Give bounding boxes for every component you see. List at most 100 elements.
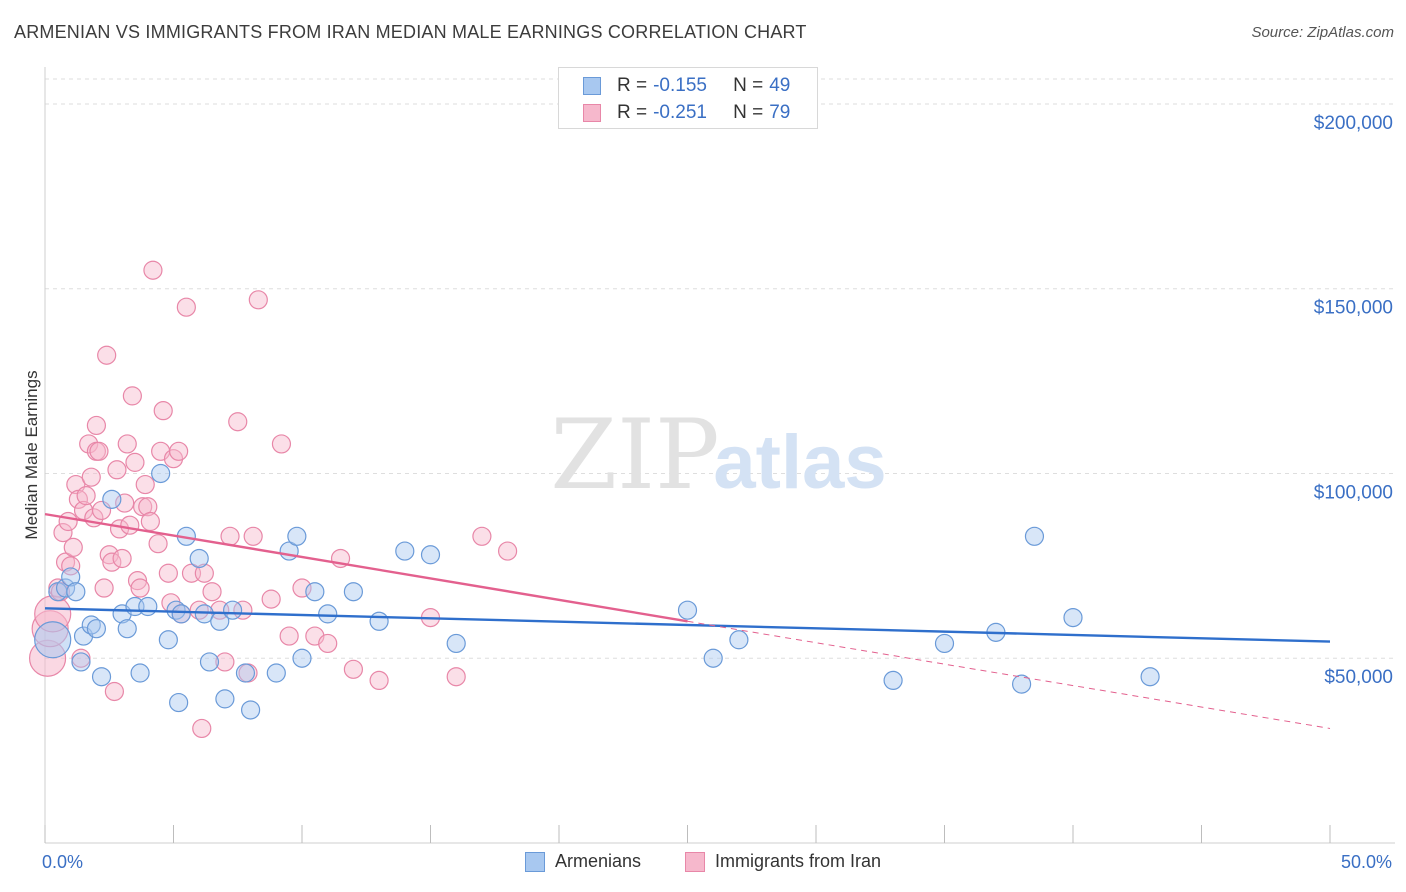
data-point-iran — [261, 589, 281, 609]
trendlines — [44, 512, 1331, 729]
correlation-legend: R = -0.155 N = 49 R = -0.251 N = 79 — [558, 67, 818, 129]
data-point-iran — [99, 545, 119, 565]
data-point-armenians — [1011, 674, 1032, 694]
legend-r-value: -0.251 — [653, 102, 707, 123]
y-tick-label: $150,000 — [1314, 298, 1393, 319]
data-point-armenians — [883, 670, 903, 691]
data-point-armenians — [171, 604, 191, 624]
data-point-iran — [53, 522, 73, 543]
data-point-armenians — [305, 582, 325, 602]
data-point-iran — [215, 652, 235, 672]
data-point-iran — [86, 415, 107, 436]
data-point-iran — [158, 563, 178, 583]
data-point-iran — [135, 474, 155, 495]
data-point-iran — [202, 582, 222, 602]
data-point-armenians — [223, 600, 243, 620]
series-legend: Armenians Immigrants from Iran — [0, 851, 1406, 872]
chart-title: ARMENIAN VS IMMIGRANTS FROM IRAN MEDIAN … — [14, 22, 807, 42]
legend-item-iran: Immigrants from Iran — [685, 851, 881, 872]
data-point-iran — [94, 578, 114, 598]
data-point-armenians — [86, 619, 107, 639]
data-point-armenians — [189, 548, 209, 569]
axes — [44, 67, 1395, 844]
y-tick-labels: $50,000 $100,000 $150,000 $200,000 — [1314, 113, 1393, 688]
data-point-iran — [194, 563, 214, 583]
data-point-iran — [140, 511, 160, 532]
data-point-armenians — [241, 700, 261, 720]
data-point-iran — [125, 452, 145, 472]
data-point-armenians — [287, 526, 307, 546]
watermark-zip: ZIP — [550, 399, 719, 511]
data-point-armenians — [34, 621, 72, 659]
data-point-iran — [446, 667, 466, 687]
data-point-armenians — [395, 541, 415, 561]
data-point-armenians — [166, 600, 186, 620]
data-point-iran — [292, 578, 312, 598]
legend-n-label: N = — [733, 102, 764, 123]
legend-swatch-iran — [583, 104, 601, 122]
data-point-iran — [369, 670, 389, 691]
legend-n-value: 49 — [769, 75, 791, 96]
data-point-armenians — [55, 578, 76, 598]
data-point-armenians — [677, 600, 698, 620]
data-point-armenians — [343, 582, 363, 602]
legend-n-label: N = — [733, 75, 764, 96]
data-point-iran — [104, 681, 124, 702]
legend-swatch-iran — [685, 851, 705, 872]
data-point-armenians — [169, 692, 189, 713]
data-point-iran — [55, 552, 76, 572]
x-tick-label-max: 50.0% — [1340, 852, 1392, 872]
data-point-iran — [498, 541, 518, 561]
data-point-armenians — [1024, 526, 1045, 546]
data-point-armenians — [318, 604, 338, 624]
grid-lines — [45, 78, 1395, 659]
data-point-armenians — [71, 652, 91, 672]
y-tick-label: $50,000 — [1324, 667, 1393, 688]
data-point-iran — [122, 386, 142, 406]
trendline-iran — [687, 620, 1331, 729]
legend-label-iran: Immigrants from Iran — [715, 851, 882, 871]
source-label: Source: ZipAtlas.com — [1251, 24, 1394, 41]
data-point-iran — [138, 497, 158, 517]
data-point-armenians — [1063, 607, 1083, 628]
data-point-iran — [115, 493, 135, 513]
data-point-armenians — [235, 663, 256, 683]
data-point-iran — [130, 578, 150, 598]
data-point-iran — [81, 467, 101, 487]
data-point-iran — [117, 434, 137, 454]
y-tick-label: $200,000 — [1314, 113, 1393, 134]
data-point-iran — [279, 626, 299, 646]
legend-r-value: -0.155 — [653, 75, 707, 96]
data-point-armenians — [729, 630, 749, 650]
data-point-iran — [143, 260, 163, 280]
data-point-armenians — [199, 652, 220, 672]
data-point-iran — [102, 552, 122, 572]
legend-row-iran: R = -0.251 N = 79 — [583, 101, 790, 125]
data-point-iran — [228, 412, 248, 432]
data-point-iran — [76, 486, 96, 506]
data-point-iran — [58, 511, 78, 532]
legend-swatch-armenians — [524, 851, 545, 872]
data-point-iran — [343, 659, 363, 679]
data-point-iran — [89, 441, 109, 461]
data-point-iran — [220, 526, 240, 546]
data-point-armenians — [158, 630, 178, 650]
data-point-armenians — [117, 619, 137, 639]
data-point-iran — [169, 441, 189, 461]
data-point-armenians — [1140, 667, 1160, 687]
data-point-armenians — [266, 663, 286, 683]
data-point-armenians — [420, 545, 441, 565]
data-point-armenians — [934, 633, 955, 654]
data-point-iran — [248, 290, 268, 310]
legend-r-label: R = — [617, 75, 648, 96]
data-point-armenians — [102, 489, 122, 509]
data-point-iran — [127, 571, 148, 591]
data-point-iran — [318, 633, 338, 654]
data-point-armenians — [66, 582, 86, 602]
data-point-iran — [176, 297, 196, 317]
legend-swatch-armenians — [583, 77, 601, 95]
data-point-armenians — [61, 567, 81, 587]
data-point-armenians — [91, 667, 112, 687]
legend-n-value: 79 — [769, 102, 791, 123]
